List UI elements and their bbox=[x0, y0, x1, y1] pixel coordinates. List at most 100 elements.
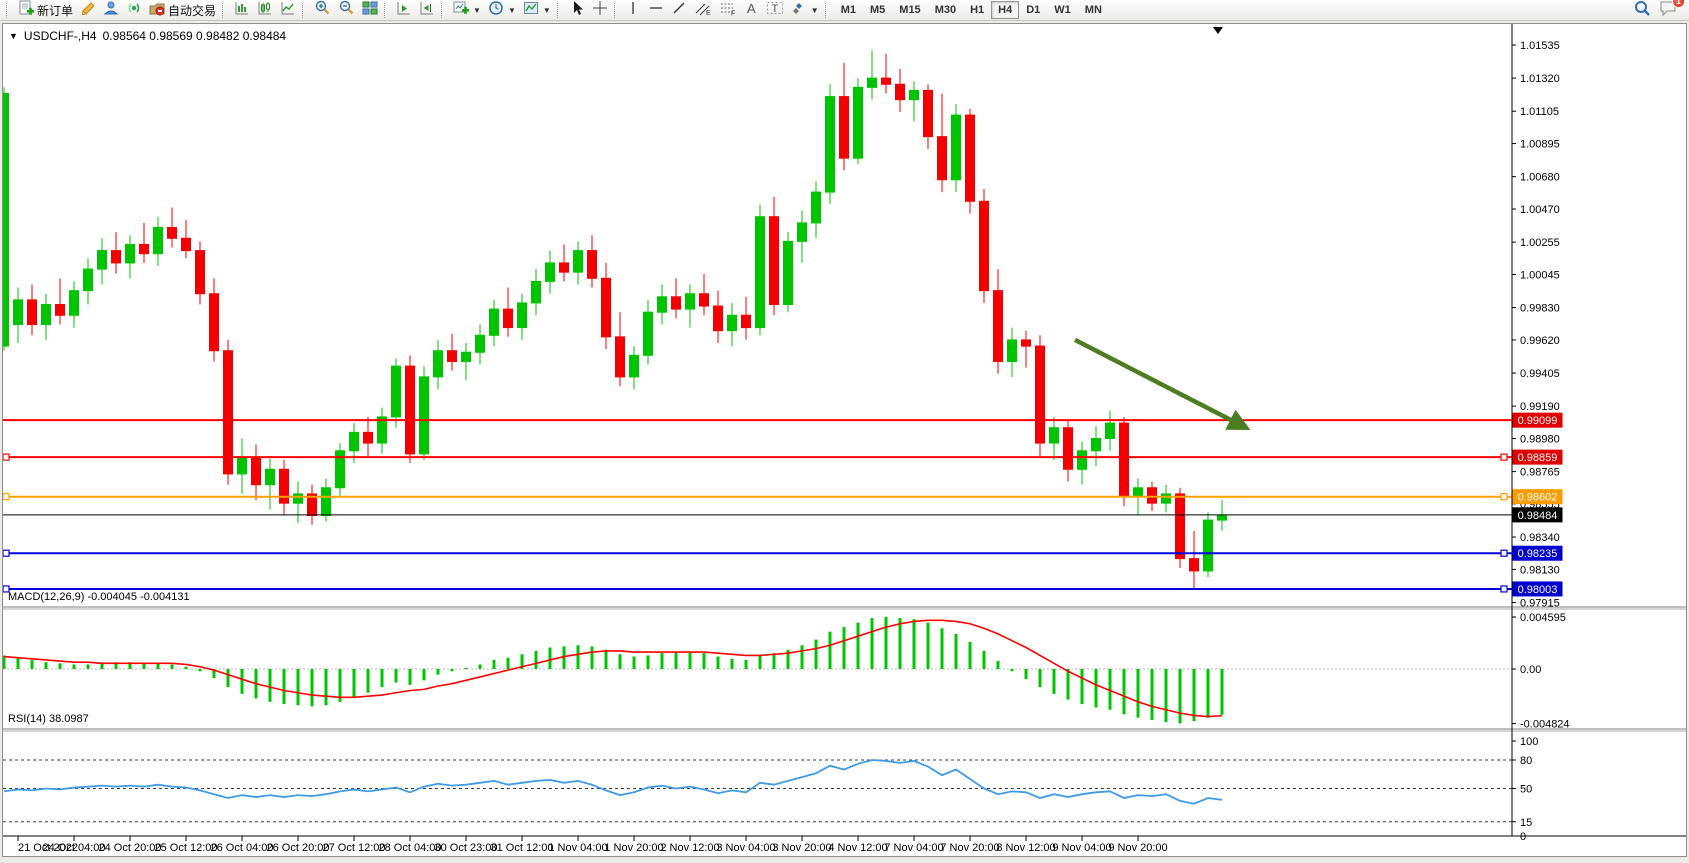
svg-text:0.98859: 0.98859 bbox=[1518, 452, 1558, 464]
timeframe-D1[interactable]: D1 bbox=[1026, 4, 1041, 16]
svg-text:26 Oct 04:00: 26 Oct 04:00 bbox=[211, 842, 274, 854]
template-icon bbox=[523, 0, 539, 21]
svg-text:28 Oct 04:00: 28 Oct 04:00 bbox=[379, 842, 442, 854]
axes-layer: 1.01535 1.01320 1.01105 1.00895 1.00680 1.004… bbox=[3, 24, 1686, 854]
svg-text:0.98765: 0.98765 bbox=[1520, 467, 1560, 479]
svg-text:0.99830: 0.99830 bbox=[1520, 303, 1560, 315]
templates-button[interactable]: ▼ bbox=[520, 1, 554, 20]
arrows-button[interactable]: ▼ bbox=[788, 1, 822, 20]
svg-text:0.99405: 0.99405 bbox=[1520, 368, 1560, 380]
toolbar-grip[interactable] bbox=[824, 2, 829, 18]
timeframe-H4[interactable]: H4 bbox=[991, 1, 1020, 19]
crosshair-icon bbox=[592, 0, 608, 21]
arrows-icon bbox=[791, 0, 807, 21]
text-label-icon: T bbox=[766, 0, 784, 21]
svg-text:3 Nov 20:00: 3 Nov 20:00 bbox=[772, 842, 831, 854]
svg-text:0.98602: 0.98602 bbox=[1518, 492, 1558, 504]
signals-icon bbox=[126, 0, 142, 21]
chart-shift-button[interactable] bbox=[416, 1, 438, 20]
autotrading-button[interactable]: 自动交易 bbox=[146, 1, 219, 20]
svg-text:9 Nov 20:00: 9 Nov 20:00 bbox=[1108, 842, 1167, 854]
toolbar-grip[interactable] bbox=[6, 2, 10, 18]
tile-windows-button[interactable] bbox=[359, 1, 381, 20]
new-order-label: 新订单 bbox=[37, 3, 74, 18]
new-order-button[interactable]: 新订单 bbox=[15, 0, 76, 20]
svg-text:27 Oct 12:00: 27 Oct 12:00 bbox=[323, 842, 386, 854]
svg-text:9 Nov 04:00: 9 Nov 04:00 bbox=[1052, 842, 1111, 854]
bar-chart-button[interactable] bbox=[231, 1, 253, 20]
svg-text:E: E bbox=[706, 10, 711, 16]
trendline-button[interactable] bbox=[668, 1, 690, 20]
timeframe-M5[interactable]: M5 bbox=[870, 4, 886, 16]
search-icon[interactable] bbox=[1633, 0, 1651, 22]
cursor-button[interactable] bbox=[566, 0, 588, 20]
autotrading-label: 自动交易 bbox=[168, 3, 217, 18]
timeframe-M15[interactable]: M15 bbox=[899, 4, 921, 16]
timeframe-M30[interactable]: M30 bbox=[934, 4, 957, 16]
main-toolbar: 新订单 自动交易 bbox=[0, 0, 1689, 21]
metaeditor-button[interactable] bbox=[77, 1, 99, 20]
svg-text:1 Nov 20:00: 1 Nov 20:00 bbox=[604, 842, 663, 854]
svg-text:26 Oct 20:00: 26 Oct 20:00 bbox=[267, 842, 330, 854]
svg-text:25 Oct 12:00: 25 Oct 12:00 bbox=[155, 842, 218, 854]
new-chart-button[interactable]: ▼ bbox=[450, 1, 484, 20]
svg-text:8 Nov 12:00: 8 Nov 12:00 bbox=[996, 842, 1055, 854]
svg-text:3 Nov 04:00: 3 Nov 04:00 bbox=[716, 842, 775, 854]
svg-text:0.98130: 0.98130 bbox=[1520, 564, 1560, 576]
profile-icon bbox=[103, 0, 119, 21]
svg-text:1.01320: 1.01320 bbox=[1520, 73, 1560, 85]
auto-scroll-button[interactable] bbox=[393, 1, 415, 20]
svg-text:1.01535: 1.01535 bbox=[1520, 40, 1560, 52]
notifications-chat-button[interactable]: 1 bbox=[1659, 0, 1685, 22]
periods-button[interactable]: ▼ bbox=[485, 0, 519, 20]
timeframe-W1[interactable]: W1 bbox=[1054, 4, 1071, 16]
toolbar-grip[interactable] bbox=[613, 2, 618, 18]
auto-scroll-icon bbox=[396, 0, 412, 21]
zoom-in-button[interactable] bbox=[311, 0, 334, 20]
text-label-button[interactable]: T bbox=[763, 1, 787, 20]
text-button[interactable]: A bbox=[741, 1, 762, 20]
svg-text:15: 15 bbox=[1520, 817, 1532, 829]
rsi-panel bbox=[3, 759, 1512, 823]
svg-text:30 Oct 23:00: 30 Oct 23:00 bbox=[435, 842, 498, 854]
zoom-out-icon bbox=[338, 0, 355, 21]
tile-windows-icon bbox=[362, 0, 378, 21]
toolbar-grip[interactable] bbox=[556, 2, 561, 18]
autotrading-icon bbox=[149, 0, 165, 21]
toolbar-grip[interactable] bbox=[441, 2, 445, 18]
fibonacci-button[interactable]: F bbox=[716, 1, 740, 20]
svg-text:0.99190: 0.99190 bbox=[1520, 401, 1560, 413]
profile-button[interactable] bbox=[100, 1, 122, 20]
svg-text:0.99099: 0.99099 bbox=[1518, 415, 1558, 427]
chart-collapse-icon[interactable]: ▼ bbox=[9, 31, 18, 41]
svg-text:1.00045: 1.00045 bbox=[1520, 269, 1560, 281]
signals-button[interactable] bbox=[123, 1, 145, 20]
toolbar-grip[interactable] bbox=[384, 2, 388, 18]
horizontal-line-button[interactable] bbox=[645, 1, 667, 20]
toolbar-grip[interactable] bbox=[302, 2, 306, 18]
chart-canvas[interactable]: 1.01535 1.01320 1.01105 1.00895 1.00680 1.004… bbox=[3, 24, 1686, 856]
equidistant-channel-button[interactable]: E bbox=[691, 1, 715, 20]
crosshair-button[interactable] bbox=[589, 0, 611, 21]
svg-text:31 Oct 12:00: 31 Oct 12:00 bbox=[491, 842, 554, 854]
price-panel bbox=[3, 27, 1512, 593]
line-chart-button[interactable] bbox=[277, 1, 299, 20]
dropdown-caret-icon: ▼ bbox=[542, 5, 551, 15]
metaeditor-icon bbox=[80, 0, 96, 21]
svg-text:0.004595: 0.004595 bbox=[1520, 612, 1566, 624]
svg-text:A: A bbox=[747, 1, 756, 16]
vertical-line-button[interactable] bbox=[623, 1, 644, 20]
svg-text:1.00895: 1.00895 bbox=[1520, 139, 1560, 151]
timeframe-M1[interactable]: M1 bbox=[840, 4, 856, 16]
chat-unread-badge: 1 bbox=[1672, 0, 1685, 8]
svg-text:-0.004824: -0.004824 bbox=[1520, 719, 1570, 731]
timeframe-MN[interactable]: MN bbox=[1084, 4, 1102, 16]
zoom-out-button[interactable] bbox=[335, 0, 358, 21]
dropdown-caret-icon: ▼ bbox=[507, 5, 516, 15]
svg-text:24 Oct 20:00: 24 Oct 20:00 bbox=[99, 842, 162, 854]
candlestick-chart-button[interactable] bbox=[254, 1, 276, 20]
svg-text:0.98484: 0.98484 bbox=[1518, 510, 1558, 522]
svg-text:80: 80 bbox=[1520, 755, 1532, 767]
toolbar-grip[interactable] bbox=[222, 2, 226, 18]
timeframe-H1[interactable]: H1 bbox=[970, 4, 985, 16]
